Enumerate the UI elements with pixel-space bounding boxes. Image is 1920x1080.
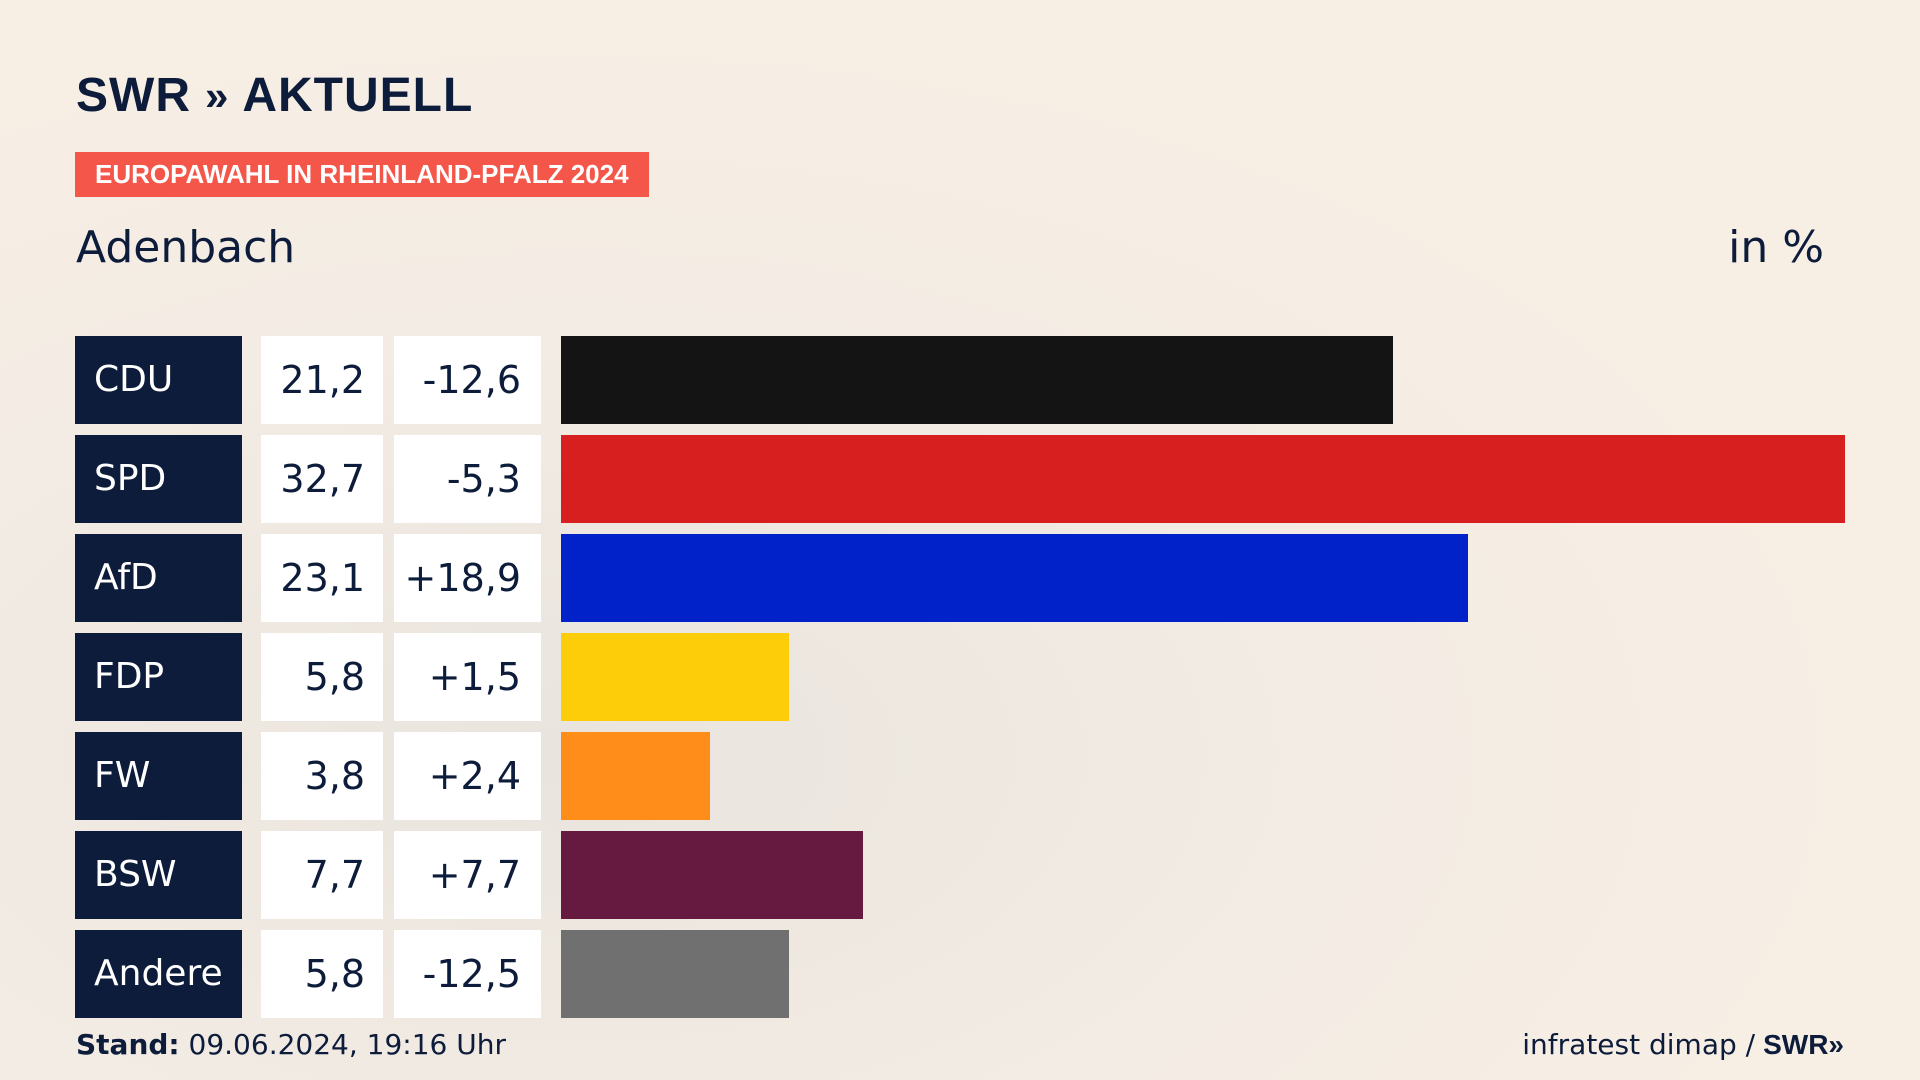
vote-share-label: 5,8 xyxy=(261,633,383,721)
change-label: -5,3 xyxy=(394,435,541,523)
vote-share-label: 3,8 xyxy=(261,732,383,820)
party-label: Andere xyxy=(75,930,242,1018)
bar-spd xyxy=(561,435,1845,523)
logo-aktuell: AKTUELL xyxy=(242,69,474,122)
party-label: FW xyxy=(75,732,242,820)
stand-label: Stand: xyxy=(76,1028,180,1061)
source-credit: infratest dimap / SWR» xyxy=(1522,1028,1844,1061)
party-label: AfD xyxy=(75,534,242,622)
source-text: infratest dimap / xyxy=(1522,1028,1756,1061)
vote-share-label: 23,1 xyxy=(261,534,383,622)
bar-fdp xyxy=(561,633,789,721)
result-row-fdp: FDP 5,8 +1,5 xyxy=(75,633,1845,721)
logo-swr: SWR xyxy=(76,69,191,122)
result-row-fw: FW 3,8 +2,4 xyxy=(75,732,1845,820)
vote-share-label: 5,8 xyxy=(261,930,383,1018)
bar-fw xyxy=(561,732,710,820)
stand-value: 09.06.2024, 19:16 Uhr xyxy=(188,1028,506,1061)
change-label: +1,5 xyxy=(394,633,541,721)
result-row-afd: AfD 23,1 +18,9 xyxy=(75,534,1845,622)
party-label: BSW xyxy=(75,831,242,919)
source-brand: SWR» xyxy=(1763,1028,1844,1060)
change-label: -12,6 xyxy=(394,336,541,424)
change-label: -12,5 xyxy=(394,930,541,1018)
result-row-cdu: CDU 21,2 -12,6 xyxy=(75,336,1845,424)
party-label: FDP xyxy=(75,633,242,721)
unit-label: in % xyxy=(1728,222,1824,273)
result-row-andere: Andere 5,8 -12,5 xyxy=(75,930,1845,1018)
bar-andere xyxy=(561,930,789,1018)
party-label: CDU xyxy=(75,336,242,424)
change-label: +18,9 xyxy=(394,534,541,622)
party-label: SPD xyxy=(75,435,242,523)
vote-share-label: 32,7 xyxy=(261,435,383,523)
result-row-bsw: BSW 7,7 +7,7 xyxy=(75,831,1845,919)
place-title: Adenbach xyxy=(76,222,296,273)
results-chart: CDU 21,2 -12,6 SPD 32,7 -5,3 AfD 23,1 +18,9 FDP 5,… xyxy=(75,336,1845,1029)
change-label: +7,7 xyxy=(394,831,541,919)
vote-share-label: 7,7 xyxy=(261,831,383,919)
timestamp: Stand: 09.06.2024, 19:16 Uhr xyxy=(76,1028,506,1061)
bar-afd xyxy=(561,534,1468,622)
result-row-spd: SPD 32,7 -5,3 xyxy=(75,435,1845,523)
change-label: +2,4 xyxy=(394,732,541,820)
bar-cdu xyxy=(561,336,1393,424)
chevrons-icon: » xyxy=(204,71,229,119)
bar-bsw xyxy=(561,831,863,919)
swr-aktuell-logo: SWR » AKTUELL xyxy=(76,68,473,123)
election-tag: EUROPAWAHL IN RHEINLAND-PFALZ 2024 xyxy=(75,152,649,197)
vote-share-label: 21,2 xyxy=(261,336,383,424)
